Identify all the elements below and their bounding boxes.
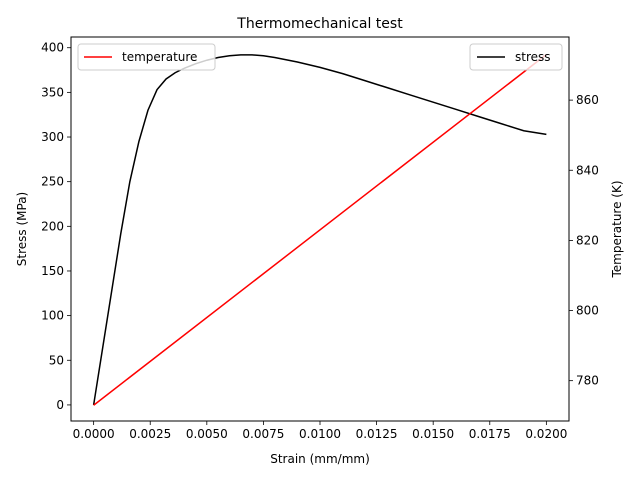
y-left-tick-label: 400: [41, 41, 64, 55]
legend-temperature: temperature: [77, 43, 216, 71]
y-left-tick-label: 300: [41, 130, 64, 144]
legend-box: [469, 43, 563, 71]
y-left-tick-label: 50: [49, 353, 64, 367]
y-right-tick-label: 820: [576, 233, 599, 247]
plot-lines: [92, 53, 547, 406]
series-line-temperature: [93, 53, 547, 406]
x-tick-label: 0.0175: [469, 427, 511, 441]
x-tick-label: 0.0075: [242, 427, 284, 441]
x-tick-label: 0.0000: [73, 427, 115, 441]
x-tick-label: 0.0050: [186, 427, 228, 441]
series-line-stress: [92, 54, 547, 406]
y-left-tick-label: 100: [41, 309, 64, 323]
y-left-tick-label: 150: [41, 264, 64, 278]
y-axis-left-label: Stress (MPa): [15, 192, 29, 266]
y-right-tick-label: 860: [576, 93, 599, 107]
x-tick-label: 0.0025: [129, 427, 171, 441]
legend-label: temperature: [122, 50, 197, 64]
x-tick-label: 0.0125: [356, 427, 398, 441]
x-axis: 0.0000 0.0025 0.0050 0.0075 0.0100 0.0125 0.01…: [73, 421, 567, 441]
legend-label: stress: [515, 50, 551, 64]
y-left-tick-label: 0: [56, 398, 64, 412]
y-right-tick-label: 800: [576, 304, 599, 318]
chart-title: Thermomechanical test: [236, 16, 403, 32]
y-axis-right: 780 800 820 840 860: [569, 93, 599, 388]
x-tick-label: 0.0150: [412, 427, 454, 441]
legend-box: [77, 43, 216, 71]
y-left-tick-label: 250: [41, 175, 64, 189]
y-left-tick-label: 200: [41, 219, 64, 233]
y-axis-left: 0 50 100 150 200 250 300 350 400: [41, 41, 71, 412]
y-right-tick-label: 840: [576, 163, 599, 177]
legend-stress: stress: [469, 43, 563, 71]
x-tick-label: 0.0100: [299, 427, 341, 441]
x-axis-label: Strain (mm/mm): [270, 452, 370, 466]
y-left-tick-label: 350: [41, 85, 64, 99]
x-tick-label: 0.0200: [525, 427, 567, 441]
y-axis-right-label: Temperature (K): [610, 180, 624, 278]
y-right-tick-label: 780: [576, 374, 599, 388]
